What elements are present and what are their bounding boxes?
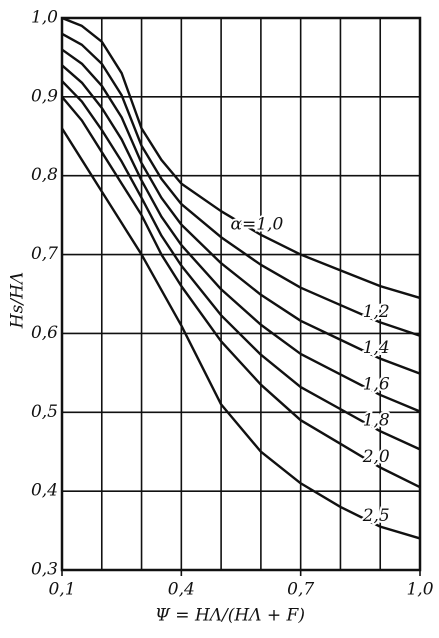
curve xyxy=(61,32,421,337)
curve-label: 2,0 xyxy=(362,447,390,467)
y-tick-label: 0,8 xyxy=(31,165,58,185)
curve xyxy=(61,96,421,489)
x-tick-label: 0,1 xyxy=(48,580,75,600)
y-tick-label: 0,9 xyxy=(31,86,58,106)
y-tick-label: 0,4 xyxy=(31,481,58,501)
x-tick-label: 0,4 xyxy=(168,580,195,600)
curve-label: 1,4 xyxy=(363,338,390,358)
x-axis-label: Ψ = HΛ/(HΛ + F) xyxy=(155,606,305,626)
curve xyxy=(61,48,421,375)
y-tick-label: 0,3 xyxy=(31,560,58,580)
curve-label: 1,2 xyxy=(363,302,390,322)
curve-label: 1,8 xyxy=(363,411,390,431)
curve-label: 2,5 xyxy=(362,506,390,526)
x-tick-label: 1,0 xyxy=(406,580,433,600)
curve-label: 1,6 xyxy=(363,374,390,394)
y-tick-label: 0,6 xyxy=(31,323,58,343)
curve xyxy=(61,64,421,413)
x-tick-label: 0,7 xyxy=(287,580,314,600)
curve xyxy=(61,16,421,300)
plot-frame xyxy=(60,16,422,572)
y-tick-label: 0,5 xyxy=(31,402,58,422)
y-tick-label: 0,7 xyxy=(31,244,58,264)
y-axis-label: Hs/HΛ xyxy=(8,272,28,329)
curve xyxy=(61,80,421,451)
curve-label: α=1,0 xyxy=(231,214,284,234)
y-tick-label: 1,0 xyxy=(31,8,58,28)
curve xyxy=(60,127,421,540)
